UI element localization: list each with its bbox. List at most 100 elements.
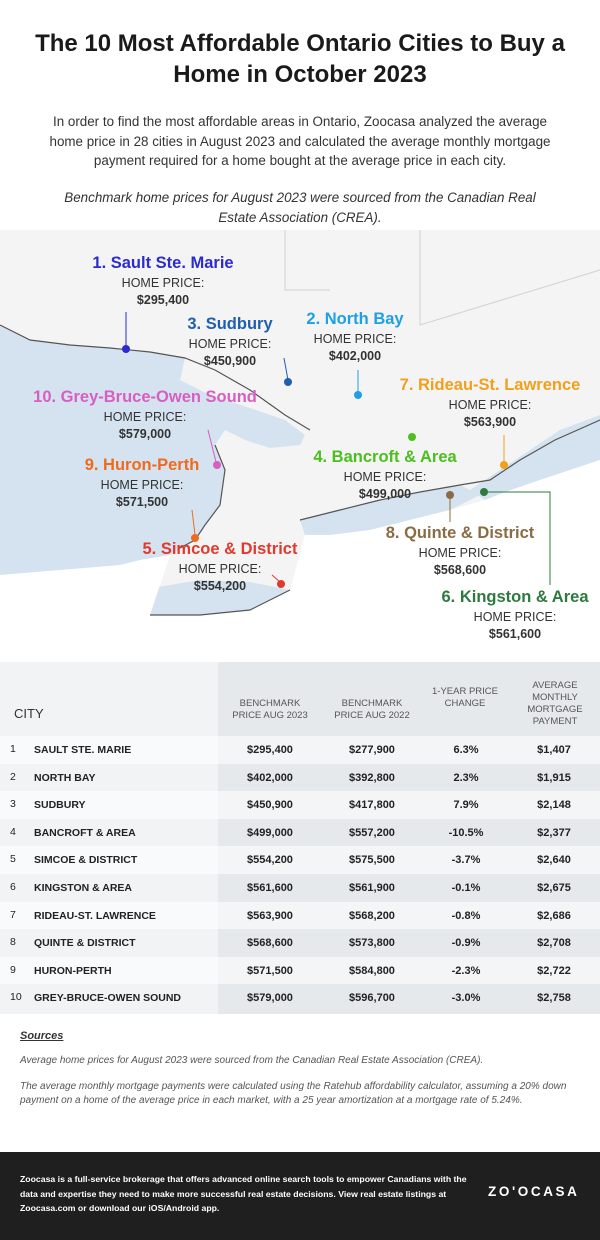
city-cell: SIMCOE & DISTRICT xyxy=(34,854,138,867)
mortgage-cell: $2,686 xyxy=(537,909,571,922)
label-north-bay: 2. North Bay HOME PRICE: $402,000 xyxy=(270,310,440,365)
city-cell: BANCROFT & AREA xyxy=(34,826,136,839)
sources-line-2: The average monthly mortgage payments we… xyxy=(20,1081,567,1106)
rank-cell: 9 xyxy=(10,963,16,976)
benchmark-note: Benchmark home prices for August 2023 we… xyxy=(64,190,536,225)
benchmark-2023-cell: $295,400 xyxy=(247,744,293,756)
table-data-columns-bg xyxy=(218,662,600,1014)
mortgage-cell: $2,640 xyxy=(537,854,571,867)
city-name: 6. Kingston & Area xyxy=(441,588,589,606)
rank-cell: 5 xyxy=(10,853,16,866)
marker-sault-ste-marie xyxy=(122,312,130,353)
header-city: CITY xyxy=(14,706,44,721)
home-price-value: $295,400 xyxy=(136,293,190,307)
marker-north-bay xyxy=(354,370,362,399)
home-price-value: $450,900 xyxy=(203,354,257,368)
page-title: The 10 Most Affordable Ontario Cities to… xyxy=(35,30,565,88)
home-price-label: HOME PRICE: xyxy=(100,478,184,492)
header-benchmark-2023: BENCHMARK PRICE AUG 2023 xyxy=(232,698,308,721)
label-simcoe: 5. Simcoe & District HOME PRICE: $554,20… xyxy=(125,540,315,595)
city-name: 2. North Bay xyxy=(306,310,404,328)
price-change-cell: 6.3% xyxy=(453,744,479,756)
table-row: 2 NORTH BAY $402,000 $392,800 2.3% $1,915 xyxy=(0,764,600,792)
city-cell: SAULT STE. MARIE xyxy=(34,744,132,756)
city-cell: HURON-PERTH xyxy=(34,964,112,977)
home-price-label: HOME PRICE: xyxy=(121,276,205,290)
home-price-label: HOME PRICE: xyxy=(473,610,557,624)
benchmark-2022-cell: $596,700 xyxy=(349,992,395,1005)
city-name: 1. Sault Ste. Marie xyxy=(92,254,234,272)
mortgage-cell: $2,377 xyxy=(537,826,571,839)
benchmark-2023-cell: $450,900 xyxy=(247,799,293,812)
rank-cell: 4 xyxy=(10,825,16,838)
sources-line-1: Average home prices for August 2023 were… xyxy=(20,1055,484,1066)
mortgage-cell: $2,675 xyxy=(537,882,571,894)
sources-section: Sources Average home prices for August 2… xyxy=(20,1030,580,1108)
rank-cell: 3 xyxy=(10,798,16,811)
mortgage-cell: $2,148 xyxy=(537,799,571,812)
intro-text: In order to find the most affordable are… xyxy=(49,114,551,168)
city-cell: NORTH BAY xyxy=(34,771,96,784)
home-price-label: HOME PRICE: xyxy=(418,546,502,560)
benchmark-2023-cell: $561,600 xyxy=(247,882,293,894)
mortgage-cell: $1,407 xyxy=(537,744,571,756)
city-cell: GREY-BRUCE-OWEN SOUND xyxy=(34,992,182,1005)
marker-quinte xyxy=(446,491,454,522)
label-rideau-st-lawrence: 7. Rideau-St. Lawrence HOME PRICE: $563,… xyxy=(390,376,590,431)
city-name: 3. Sudbury xyxy=(187,315,273,333)
city-cell: SUDBURY xyxy=(34,799,86,812)
price-change-cell: 7.9% xyxy=(453,799,479,812)
city-name: 8. Quinte & District xyxy=(385,524,535,542)
home-price-label: HOME PRICE: xyxy=(448,398,532,412)
header-benchmark-2022: BENCHMARK PRICE AUG 2022 xyxy=(334,698,410,721)
table-row: 9 HURON-PERTH $571,500 $584,800 -2.3% $2,722 xyxy=(0,956,600,985)
price-change-cell: 2.3% xyxy=(453,771,479,784)
mortgage-cell: $2,722 xyxy=(537,964,571,977)
benchmark-2022-cell: $561,900 xyxy=(349,882,395,894)
rank-cell: 10 xyxy=(10,991,22,1004)
home-price-value: $499,000 xyxy=(358,487,412,501)
home-price-value: $563,900 xyxy=(463,415,517,429)
map-graphic xyxy=(0,230,600,662)
mortgage-cell: $2,708 xyxy=(537,937,571,950)
price-change-cell: -10.5% xyxy=(448,826,484,839)
benchmark-2022-cell: $568,200 xyxy=(349,909,395,922)
home-price-value: $561,600 xyxy=(488,627,542,641)
benchmark-2022-cell: $392,800 xyxy=(349,771,395,784)
city-name: 7. Rideau-St. Lawrence xyxy=(399,376,581,394)
label-bancroft: 4. Bancroft & Area HOME PRICE: $499,000 xyxy=(300,448,470,503)
city-cell: RIDEAU-ST. LAWRENCE xyxy=(34,909,156,922)
header-mortgage: AVERAGE MONTHLY MORTGAGE PAYMENT xyxy=(527,680,583,727)
city-cell: QUINTE & DISTRICT xyxy=(34,937,136,950)
home-price-value: $568,600 xyxy=(433,563,487,577)
city-name: 9. Huron-Perth xyxy=(84,456,200,474)
mortgage-cell: $1,915 xyxy=(537,771,571,784)
home-price-label: HOME PRICE: xyxy=(178,562,262,576)
price-change-cell: -0.9% xyxy=(451,937,481,950)
benchmark-2023-cell: $571,500 xyxy=(247,964,293,977)
marker-kingston xyxy=(480,488,551,585)
table-row: 1 SAULT STE. MARIE $295,400 $277,900 6.3% $1,… xyxy=(0,736,600,764)
table-row: 8 QUINTE & DISTRICT $568,600 $573,800 -0.9% $… xyxy=(0,929,600,957)
city-name: 10. Grey-Bruce-Owen Sound xyxy=(33,388,257,406)
footer-text: Zoocasa is a full-service brokerage that… xyxy=(20,1174,467,1213)
price-change-cell: -2.3% xyxy=(451,964,481,977)
city-cell: KINGSTON & AREA xyxy=(34,882,133,894)
sources-heading: Sources xyxy=(20,1030,64,1042)
benchmark-2023-cell: $499,000 xyxy=(247,826,293,839)
home-price-label: HOME PRICE: xyxy=(103,410,187,424)
city-name: 5. Simcoe & District xyxy=(142,540,298,558)
benchmark-2023-cell: $554,200 xyxy=(247,854,293,867)
marker-bancroft xyxy=(408,433,416,441)
home-price-value: $402,000 xyxy=(328,349,382,363)
price-change-cell: -3.7% xyxy=(451,854,481,867)
benchmark-2023-cell: $579,000 xyxy=(247,992,293,1005)
affordability-table: CITY BENCHMARK PRICE AUG 2023 BENCHMARK … xyxy=(0,662,600,1014)
home-price-label: HOME PRICE: xyxy=(343,470,427,484)
table-row: 6 KINGSTON & AREA $561,600 $561,900 -0.1% $2,… xyxy=(0,874,600,902)
label-grey-bruce-owen-sound: 10. Grey-Bruce-Owen Sound HOME PRICE: $5… xyxy=(20,388,270,443)
marker-rideau-st-lawrence xyxy=(500,435,508,469)
marker-grey-bruce-owen-sound xyxy=(207,429,221,469)
benchmark-2022-cell: $575,500 xyxy=(349,854,395,867)
price-change-cell: -0.1% xyxy=(451,882,481,894)
